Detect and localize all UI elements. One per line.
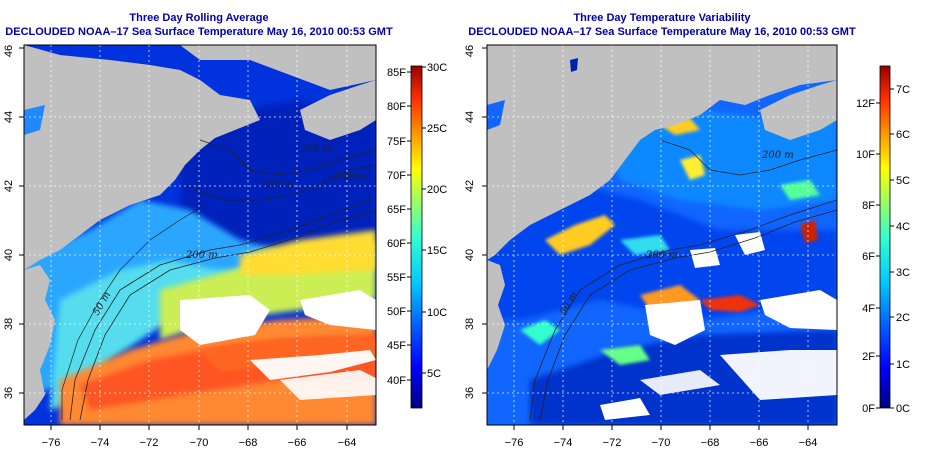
left-colorbar-f-tick-label: 70F <box>387 170 406 182</box>
left-x-axis: −76 −74 −72 −70 −68 −66 −64 <box>42 425 357 449</box>
right-x-axis: −76 −74 −72 −70 −68 −66 −64 <box>505 425 818 449</box>
right-colorbar-f-tick-label: 0F <box>862 403 875 415</box>
left-y-tick: 40 <box>3 249 15 261</box>
right-colorbar-c-tick-label: 5C <box>896 175 910 187</box>
right-map-frame <box>486 44 838 426</box>
right-x-tick: −72 <box>603 437 622 449</box>
left-colorbar-gradient <box>410 65 423 409</box>
right-y-tick: 40 <box>464 249 476 261</box>
right-title-line1: Three Day Temperature Variability <box>573 12 751 24</box>
left-colorbar-f-tick-label: 60F <box>387 238 406 250</box>
right-x-tick: −74 <box>554 437 573 449</box>
left-contour-label-200m-b: 200 m <box>299 144 332 155</box>
right-y-tick: 46 <box>464 45 476 57</box>
left-colorbar-f-tick-label: 80F <box>387 101 406 113</box>
left-colorbar-c-tick-label: 5C <box>427 368 441 380</box>
left-colorbar: 40F 45F 50F 55F 60F 65F 70F 75F 80F 85F 5C 10C 15C 2… <box>387 62 447 409</box>
left-colorbar-f-tick-label: 50F <box>387 306 406 318</box>
right-y-axis: 36 38 40 42 44 46 <box>464 45 487 399</box>
left-map: 200 m 50 m 1000 m 200 m 200 m <box>24 45 376 425</box>
left-contour-label-1000m: 1000 m <box>328 172 366 183</box>
left-title-line2: DECLOUDED NOAA–17 Sea Surface Temperatur… <box>5 26 393 38</box>
left-colorbar-c-tick-label: 15C <box>427 245 447 257</box>
left-colorbar-c-tick-label: 25C <box>427 123 447 135</box>
left-y-tick: 36 <box>3 387 15 399</box>
right-colorbar-c-tick-label: 1C <box>896 359 910 371</box>
right-y-tick: 38 <box>464 318 476 330</box>
right-x-tick: −70 <box>652 437 671 449</box>
right-title-line2: DECLOUDED NOAA–17 Sea Surface Temperatur… <box>468 26 856 38</box>
right-contour-label-200m-b: 200 m <box>761 150 794 161</box>
left-colorbar-f-tick-label: 40F <box>387 375 406 387</box>
left-y-tick: 38 <box>3 318 15 330</box>
left-colorbar-f-tick-label: 85F <box>387 67 406 79</box>
right-map: 200 m 50 m 200 m <box>487 45 837 425</box>
right-colorbar-gradient <box>879 65 891 409</box>
right-y-tick: 44 <box>464 111 476 123</box>
right-x-tick: −68 <box>701 437 720 449</box>
left-y-tick: 46 <box>3 45 15 57</box>
right-colorbar-f-tick-label: 12F <box>856 98 875 110</box>
right-colorbar: 0F 2F 4F 6F 8F 10F 12F 0C 1C 2C 3C 4C 5C 6C 7C <box>856 65 910 415</box>
left-x-tick: −76 <box>42 437 61 449</box>
left-y-tick: 42 <box>3 180 15 192</box>
right-colorbar-f-tick-label: 6F <box>862 251 875 263</box>
left-colorbar-f-tick-label: 65F <box>387 204 406 216</box>
right-x-tick: −76 <box>505 437 524 449</box>
right-colorbar-c-tick-label: 6C <box>896 129 910 141</box>
right-y-tick: 36 <box>464 387 476 399</box>
left-x-tick: −66 <box>288 437 307 449</box>
right-colorbar-f-tick-label: 10F <box>856 149 875 161</box>
right-colorbar-f-tick-label: 2F <box>862 351 875 363</box>
right-colorbar-c-tick-label: 7C <box>896 84 910 96</box>
right-x-tick: −66 <box>750 437 769 449</box>
left-title-line1: Three Day Rolling Average <box>129 12 268 24</box>
left-x-tick: −70 <box>190 437 209 449</box>
left-x-tick: −68 <box>239 437 258 449</box>
right-colorbar-c-tick-label: 2C <box>896 312 910 324</box>
left-contour-label-200m: 200 m <box>185 250 218 261</box>
left-y-axis: 36 38 40 42 44 46 <box>3 45 24 399</box>
right-colorbar-c-tick-label: 3C <box>896 267 910 279</box>
left-colorbar-c-tick-label: 10C <box>427 307 447 319</box>
right-y-tick: 42 <box>464 180 476 192</box>
right-colorbar-f-tick-label: 8F <box>862 200 875 212</box>
left-colorbar-c-tick-label: 30C <box>427 62 447 74</box>
left-y-tick: 44 <box>3 111 15 123</box>
left-map-frame <box>23 44 377 426</box>
right-contour-label-200m: 200 m <box>645 250 678 261</box>
left-colorbar-c-tick-label: 20C <box>427 184 447 196</box>
right-colorbar-c-tick-label: 0C <box>896 403 910 415</box>
right-colorbar-c-tick-label: 4C <box>896 221 910 233</box>
left-x-tick: −74 <box>91 437 110 449</box>
right-x-tick: −64 <box>799 437 818 449</box>
left-colorbar-f-tick-label: 75F <box>387 136 406 148</box>
left-contour-label-200m-c: 200 m <box>261 180 294 191</box>
left-x-tick: −64 <box>338 437 357 449</box>
left-x-tick: −72 <box>140 437 159 449</box>
right-colorbar-f-tick-label: 4F <box>862 303 875 315</box>
left-colorbar-f-tick-label: 45F <box>387 340 406 352</box>
left-colorbar-f-tick-label: 55F <box>387 272 406 284</box>
